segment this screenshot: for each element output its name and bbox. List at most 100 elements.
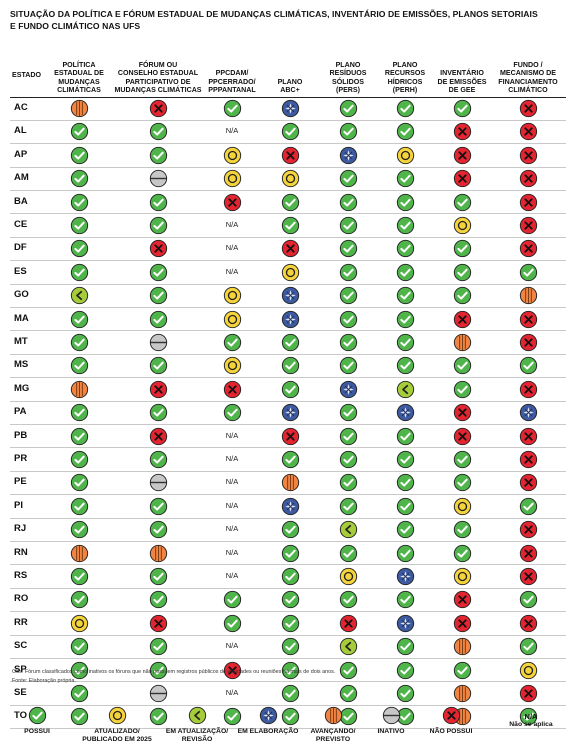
state-code: RJ [14, 523, 27, 535]
table-row: PR N/A [0, 448, 577, 472]
check-icon [396, 497, 415, 516]
table-row: TO [0, 705, 577, 730]
table-row: CE N/A [0, 214, 577, 238]
check-icon [339, 333, 358, 352]
header-c4: PLANO ABC+ [267, 47, 313, 95]
header-line: CLIMÁTICO [508, 86, 548, 95]
x-icon [519, 146, 538, 165]
star-cross-icon [281, 310, 300, 329]
state-code: MS [14, 359, 29, 371]
check-icon [453, 544, 472, 563]
x-icon [519, 520, 538, 539]
target-circle-icon [339, 567, 358, 586]
table-row: RR [0, 612, 577, 636]
star-cross-icon [281, 497, 300, 516]
check-icon [396, 122, 415, 141]
check-icon [70, 239, 89, 258]
check-icon [149, 707, 168, 726]
target-circle-icon [453, 216, 472, 235]
striped-circle-icon [70, 544, 89, 563]
row-divider [10, 704, 566, 706]
check-icon [223, 333, 242, 352]
star-cross-icon [281, 99, 300, 118]
table-row: PI N/A [0, 495, 577, 519]
header-line: INVENTÁRIO [440, 69, 484, 78]
x-icon [223, 380, 242, 399]
state-code: MG [14, 382, 30, 394]
chevron-left-icon [339, 637, 358, 656]
check-icon [281, 380, 300, 399]
check-icon [339, 216, 358, 235]
legend-label-line: REVISÃO [181, 736, 213, 743]
legend-item-ea: EM ATUALIZAÇÃO/REVISÃO [152, 700, 242, 744]
target-circle-icon [223, 286, 242, 305]
header-line: POLÍTICA [62, 60, 96, 69]
not-applicable-text: N/A [225, 266, 239, 276]
x-icon [149, 99, 168, 118]
header-line: RECURSOS [384, 69, 426, 78]
check-icon [281, 684, 300, 703]
x-icon [519, 122, 538, 141]
striped-circle-icon [298, 706, 368, 725]
check-icon [396, 684, 415, 703]
check-icon [339, 193, 358, 212]
check-icon [453, 473, 472, 492]
x-icon [519, 427, 538, 446]
check-icon [70, 497, 89, 516]
header-line: FINANCIAMENTO [498, 77, 558, 86]
note-fonte: Fonte: Elaboração própria. [12, 678, 76, 684]
check-icon [396, 193, 415, 212]
striped-circle-icon [281, 473, 300, 492]
row-divider [10, 611, 566, 613]
header-line: PPCDAM/ [215, 69, 249, 78]
check-icon [149, 193, 168, 212]
x-icon [149, 239, 168, 258]
table-row: MS [0, 354, 577, 379]
check-icon [149, 590, 168, 609]
table-row: SP [0, 659, 577, 683]
legend-label: AVANÇANDO/PREVISTO [298, 728, 368, 744]
table-row: PA [0, 401, 577, 426]
header-line: PLANO [277, 77, 303, 86]
check-icon [396, 473, 415, 492]
star-cross-icon [233, 706, 303, 725]
check-icon [453, 193, 472, 212]
header-line: DE EMISSÕES [437, 77, 487, 86]
check-icon [396, 590, 415, 609]
check-icon [519, 497, 538, 516]
minus-circle-icon [149, 333, 168, 352]
x-icon [519, 239, 538, 258]
row-divider [10, 634, 566, 636]
chevron-left-icon [396, 380, 415, 399]
header-line: PPPANTANAL [208, 86, 256, 95]
check-icon [396, 99, 415, 118]
check-icon [396, 356, 415, 375]
star-cross-icon [396, 403, 415, 422]
state-code: RR [14, 616, 28, 628]
not-applicable-text: N/A [225, 500, 239, 510]
legend-item-av: AVANÇANDO/PREVISTO [298, 700, 368, 744]
header-line: (PERH) [392, 86, 418, 95]
check-icon [339, 661, 358, 680]
check-icon [281, 216, 300, 235]
check-icon [396, 661, 415, 680]
x-icon [519, 450, 538, 469]
check-icon [149, 497, 168, 516]
header-line: RESÍDUOS [329, 69, 367, 78]
legend-item-el: EM ELABORAÇÃO [233, 700, 303, 736]
legend-item-at: ATUALIZADO/PUBLICADO EM 2025 [67, 700, 167, 744]
header-line: DE GEE [448, 86, 476, 95]
check-icon [453, 99, 472, 118]
state-code: TO [14, 710, 28, 722]
header-line: PPCERRADO/ [208, 77, 256, 86]
x-icon [453, 310, 472, 329]
target-circle-icon [453, 497, 472, 516]
check-icon [339, 310, 358, 329]
row-divider [10, 377, 566, 379]
check-icon [149, 403, 168, 422]
check-icon [70, 590, 89, 609]
check-icon [70, 520, 89, 539]
state-code: BA [14, 195, 28, 207]
header-c7: INVENTÁRIO DE EMISSÕES DE GEE [434, 47, 490, 95]
row-divider [10, 470, 566, 472]
